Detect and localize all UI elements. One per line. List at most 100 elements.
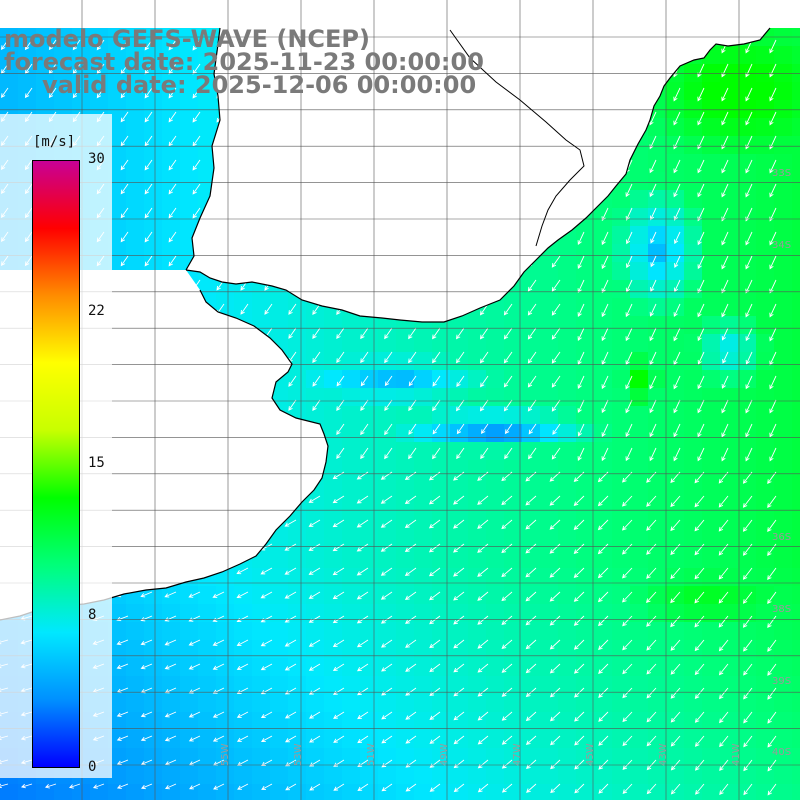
wind-speed-cell — [270, 550, 289, 569]
wind-speed-cell — [540, 676, 559, 695]
wind-speed-cell — [576, 766, 595, 785]
wind-arrow — [24, 87, 33, 99]
wind-speed-cell — [540, 586, 559, 605]
wind-arrow — [212, 663, 225, 670]
wind-arrow — [767, 711, 777, 724]
wind-arrow — [404, 591, 417, 600]
wind-arrow — [144, 207, 153, 219]
wind-arrow — [721, 327, 729, 341]
wind-speed-cell — [504, 658, 523, 677]
wind-arrow — [646, 639, 657, 651]
wind-speed-cell — [468, 604, 487, 623]
wind-speed-cell — [702, 622, 721, 641]
wind-speed-cell — [72, 712, 91, 731]
wind-arrow — [236, 639, 249, 647]
wind-speed-cell — [360, 550, 379, 569]
wind-arrow — [429, 615, 441, 625]
wind-arrow — [673, 327, 681, 342]
wind-speed-cell — [558, 406, 577, 425]
wind-arrow — [718, 519, 729, 532]
wind-speed-cell — [144, 82, 163, 101]
wind-arrow — [742, 567, 753, 580]
wind-speed-cell — [144, 658, 163, 677]
wind-speed-cell — [738, 154, 757, 173]
wind-speed-cell — [594, 694, 613, 713]
wind-arrow — [332, 663, 345, 671]
wind-speed-cell — [306, 694, 325, 713]
wind-speed-cell — [306, 388, 325, 407]
wind-speed-cell — [342, 712, 361, 731]
wind-speed-cell — [288, 712, 307, 731]
wind-speed-cell — [252, 730, 271, 749]
wind-arrow — [404, 495, 417, 505]
wind-arrow — [381, 783, 393, 792]
wind-speed-cell — [252, 604, 271, 623]
wind-speed-cell — [792, 460, 800, 479]
wind-arrow — [552, 423, 561, 435]
wind-arrow — [694, 591, 705, 604]
wind-speed-cell — [324, 316, 343, 335]
wind-speed-cell — [738, 118, 757, 137]
wind-speed-cell — [144, 586, 163, 605]
wind-speed-cell — [792, 82, 800, 101]
wind-speed-cell — [720, 388, 739, 407]
wind-arrow — [622, 615, 633, 627]
wind-speed-cell — [486, 532, 505, 551]
wind-speed-cell — [576, 730, 595, 749]
wind-speed-cell — [702, 730, 721, 749]
wind-speed-cell — [630, 172, 649, 191]
wind-speed-cell — [18, 766, 37, 785]
wind-arrow — [577, 399, 585, 414]
wind-arrow — [192, 183, 201, 195]
wind-speed-cell — [36, 154, 55, 173]
wind-speed-cell — [666, 550, 685, 569]
wind-speed-cell — [522, 370, 541, 389]
wind-speed-cell — [522, 604, 541, 623]
wind-arrow — [721, 303, 729, 318]
wind-speed-cell — [720, 316, 739, 335]
wind-arrow — [622, 639, 633, 651]
wind-speed-cell — [270, 316, 289, 335]
wind-speed-cell — [666, 730, 685, 749]
wind-speed-cell — [756, 676, 775, 695]
wind-arrow — [670, 543, 681, 556]
wind-speed-cell — [342, 622, 361, 641]
wind-speed-cell — [774, 658, 793, 677]
wind-speed-cell — [162, 208, 181, 227]
wind-speed-cell — [144, 622, 163, 641]
wind-speed-cell — [792, 568, 800, 587]
wind-speed-cell — [738, 694, 757, 713]
wind-arrow — [168, 135, 177, 147]
wind-speed-cell — [792, 748, 800, 767]
wind-speed-cell — [324, 460, 343, 479]
wind-speed-cell — [72, 172, 91, 191]
wind-speed-cell — [90, 172, 109, 191]
wind-arrow — [188, 639, 201, 646]
wind-speed-cell — [666, 298, 685, 317]
wind-speed-cell — [288, 532, 307, 551]
wind-arrow — [429, 687, 441, 697]
wind-speed-cell — [630, 298, 649, 317]
wind-speed-cell — [36, 190, 55, 209]
wind-speed-cell — [756, 514, 775, 533]
wind-arrow — [745, 399, 753, 414]
wind-speed-cell — [486, 640, 505, 659]
wind-speed-cell — [738, 298, 757, 317]
wind-speed-cell — [756, 460, 775, 479]
wind-speed-cell — [612, 550, 631, 569]
wind-arrow — [670, 639, 681, 651]
wind-speed-cell — [774, 730, 793, 749]
wind-speed-cell — [774, 496, 793, 515]
wind-arrow — [360, 423, 369, 436]
wind-arrow — [404, 471, 417, 481]
wind-arrow — [357, 735, 369, 744]
wind-arrow — [601, 255, 609, 270]
wind-speed-cell — [396, 352, 415, 371]
wind-speed-cell — [378, 442, 397, 461]
wind-speed-cell — [414, 676, 433, 695]
wind-arrow — [284, 567, 297, 575]
wind-speed-cell — [666, 478, 685, 497]
wind-speed-cell — [702, 514, 721, 533]
wind-speed-cell — [666, 586, 685, 605]
wind-speed-cell — [252, 676, 271, 695]
